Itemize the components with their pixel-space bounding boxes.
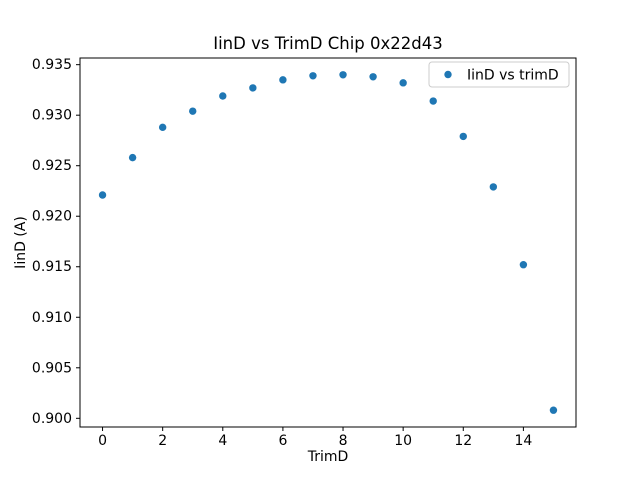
y-tick-label: 0.930 <box>32 108 72 124</box>
x-tick-label: 0 <box>98 433 107 449</box>
x-axis-label: TrimD <box>307 449 349 465</box>
scatter-point <box>399 79 407 87</box>
y-tick-label: 0.915 <box>32 259 72 275</box>
scatter-point <box>98 191 107 199</box>
scatter-point <box>549 406 558 414</box>
x-tick-label: 10 <box>394 433 412 449</box>
y-tick-label: 0.905 <box>32 360 72 376</box>
scatter-point <box>429 97 437 105</box>
scatter-point <box>369 73 377 81</box>
y-tick-label: 0.925 <box>32 158 72 174</box>
scatter-point <box>459 132 467 141</box>
axes-frame <box>79 57 577 428</box>
scatter-point <box>189 107 197 115</box>
x-tick-label: 2 <box>158 433 167 449</box>
y-tick-label: 0.920 <box>32 209 72 225</box>
scatter-point <box>489 183 498 191</box>
legend: IinD vs trimD <box>428 61 570 88</box>
y-tick-label: 0.910 <box>32 310 72 326</box>
legend-marker-icon <box>444 70 452 79</box>
plot-area: 0 2 4 6 8 10 12 14 0.900 0.905 0.910 0.915 0.920 0.92… <box>32 57 558 449</box>
scatter-point <box>249 84 257 92</box>
y-tick-label: 0.935 <box>32 57 72 73</box>
scatter-point <box>339 71 347 79</box>
x-tick-label: 4 <box>218 433 227 449</box>
legend-box <box>428 61 570 88</box>
chart-title: IinD vs TrimD Chip 0x22d43 <box>213 34 443 53</box>
y-tick-label: 0.900 <box>32 411 72 427</box>
legend-label: IinD vs trimD <box>467 68 559 84</box>
scatter-point <box>219 92 227 100</box>
x-tick-label: 12 <box>454 433 472 449</box>
scatter-point <box>519 261 528 269</box>
scatter-point <box>158 123 167 132</box>
x-tick-label: 6 <box>278 433 287 449</box>
x-tick-label: 8 <box>339 433 348 449</box>
scatter-point <box>309 72 317 80</box>
y-axis-label: IinD (A) <box>13 216 29 269</box>
x-tick-label: 14 <box>514 433 532 449</box>
scatter-point <box>128 153 137 162</box>
scatter-point <box>279 76 287 84</box>
